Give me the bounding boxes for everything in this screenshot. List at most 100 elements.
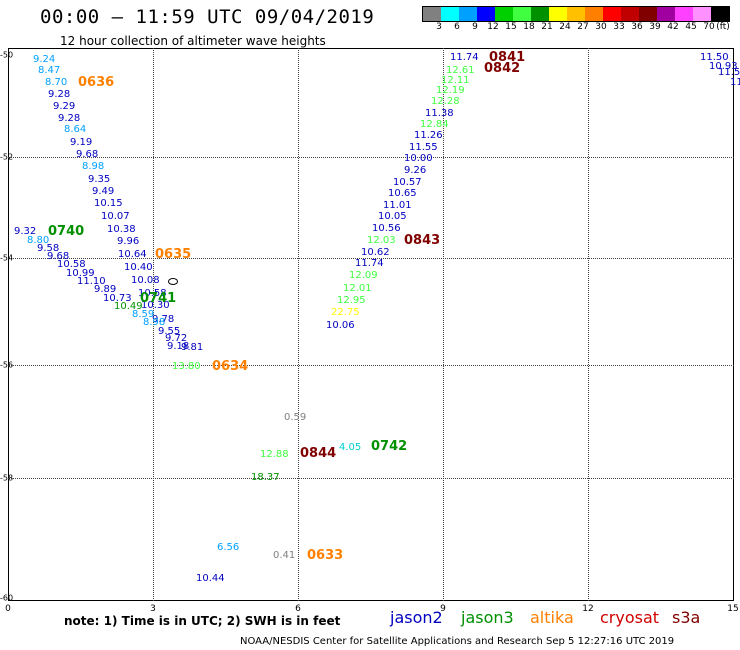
- x-axis-label: 9: [440, 604, 446, 614]
- y-axis-label: -60: [0, 593, 14, 603]
- wave-height-value: 8.80: [27, 235, 50, 246]
- colorbar-tick-label: 42: [667, 22, 679, 32]
- wave-height-value: 9.81: [181, 342, 204, 353]
- legend-item-cryosat: cryosat: [600, 608, 660, 627]
- pass-time-label: 0842: [484, 61, 521, 76]
- colorbar-swatch: [513, 7, 531, 21]
- colorbar-swatch: [495, 7, 513, 21]
- colorbar-tick-label: 15: [505, 22, 517, 32]
- colorbar-swatch: [549, 7, 567, 21]
- wave-height-value: 9.29: [53, 101, 76, 112]
- wave-height-value: 11.10: [77, 276, 106, 287]
- wave-height-value: 10.73: [103, 293, 132, 304]
- wave-height-value: 10.44: [196, 573, 225, 584]
- colorbar-ticks: 3 6 9 12 15 18 21 24 27 30 33 36 39 42 45 70 (ft): [422, 22, 734, 34]
- colorbar-swatch: [711, 7, 729, 21]
- wave-height-value: 9.32: [14, 226, 37, 237]
- wave-height-value: 0.59: [284, 412, 307, 423]
- grid-line-vertical: [443, 48, 444, 601]
- wave-height-value: 8.47: [38, 65, 61, 76]
- wave-height-value: 11.74: [355, 258, 384, 269]
- wave-height-value: 9.35: [88, 174, 111, 185]
- colorbar-swatch: [675, 7, 693, 21]
- y-axis-label: -50: [0, 50, 14, 60]
- wave-height-value: 9.18: [167, 341, 190, 352]
- pass-time-label: 0634: [212, 359, 249, 374]
- wave-height-value: 10.05: [378, 211, 407, 222]
- map-frame: [8, 48, 734, 601]
- colorbar-tick-label: 33: [613, 22, 625, 32]
- y-axis-label: -56: [0, 360, 14, 370]
- wave-height-value: 9.96: [117, 236, 140, 247]
- colorbar-tick-label: 30: [595, 22, 607, 32]
- grid-line-vertical: [153, 48, 154, 601]
- wave-height-value: 4.05: [339, 442, 362, 453]
- wave-height-value: 6.56: [217, 542, 240, 553]
- page-title: 00:00 – 11:59 UTC 09/04/2019: [40, 6, 375, 28]
- wave-height-value: 10.07: [101, 211, 130, 222]
- wave-height-value: 22.75: [331, 307, 360, 318]
- y-axis-label: -58: [0, 473, 14, 483]
- colorbar-swatch: [423, 7, 441, 21]
- x-axis-label: 12: [582, 604, 594, 614]
- y-axis-label: -52: [0, 152, 14, 162]
- wave-height-value: 11.01: [383, 200, 412, 211]
- wave-height-value: 10.62: [361, 247, 390, 258]
- legend-item-jason3: jason3: [461, 608, 514, 627]
- wave-height-value: 0.41: [273, 550, 296, 561]
- note-text: note: 1) Time is in UTC; 2) SWH is in fe…: [64, 614, 341, 628]
- wave-height-value: 11.38: [425, 108, 454, 119]
- wave-height-value: 9.19: [70, 137, 93, 148]
- colorbar-tick-label: 24: [559, 22, 571, 32]
- wave-height-value: 9.49: [92, 186, 115, 197]
- wave-height-value: 10.00: [404, 153, 433, 164]
- grid-line-horizontal: [8, 478, 734, 479]
- wave-height-value: 10.30: [141, 300, 170, 311]
- colorbar: [422, 6, 730, 22]
- colorbar-swatch: [567, 7, 585, 21]
- colorbar-swatch: [693, 7, 711, 21]
- wave-height-value: 9.28: [48, 89, 71, 100]
- pass-time-label: 0742: [371, 439, 408, 454]
- wave-height-value: 9.28: [58, 113, 81, 124]
- x-axis-label: 0: [5, 604, 11, 614]
- pass-time-label: 0741: [140, 291, 177, 306]
- wave-height-value: 8.98: [143, 317, 166, 328]
- colorbar-tick-label: 9: [472, 22, 478, 32]
- colorbar-tick-label: 3: [436, 22, 442, 32]
- colorbar-swatch: [531, 7, 549, 21]
- pass-time-label: 0635: [155, 247, 192, 262]
- wave-height-value: 10.40: [124, 262, 153, 273]
- colorbar-tick-label: 70: [703, 22, 715, 32]
- wave-height-value: 10.93: [709, 61, 738, 72]
- wave-height-value: 9.68: [47, 251, 70, 262]
- y-axis-label: -54: [0, 253, 14, 263]
- pass-time-label: 0636: [78, 75, 115, 90]
- colorbar-tick-label: (ft): [716, 22, 730, 32]
- wave-height-value: 10.15: [94, 198, 123, 209]
- wave-height-value: 9.72: [165, 333, 188, 344]
- wave-height-value: 10.57: [393, 177, 422, 188]
- colorbar-tick-label: 6: [454, 22, 460, 32]
- wave-height-value: 10.08: [131, 275, 160, 286]
- wave-height-value: 10.99: [66, 268, 95, 279]
- colorbar-tick-label: 36: [631, 22, 643, 32]
- wave-height-value: 8.64: [64, 124, 87, 135]
- colorbar-tick-label: 21: [541, 22, 553, 32]
- pass-time-label: 0843: [404, 233, 441, 248]
- x-axis-label: 3: [150, 604, 156, 614]
- legend-item-s3a: s3a: [672, 608, 701, 627]
- grid-line-horizontal: [8, 157, 734, 158]
- wave-height-value: 12.01: [343, 283, 372, 294]
- wave-height-value: 9.58: [37, 243, 60, 254]
- grid-line-vertical: [298, 48, 299, 601]
- colorbar-swatch: [657, 7, 675, 21]
- colorbar-tick-label: 27: [577, 22, 589, 32]
- colorbar-tick-label: 39: [649, 22, 661, 32]
- wave-height-value: 9.26: [404, 165, 427, 176]
- wave-height-value: 12.03: [367, 235, 396, 246]
- pass-time-label: 0841: [489, 50, 526, 65]
- wave-height-value: 11.50: [700, 52, 729, 63]
- colorbar-swatch: [477, 7, 495, 21]
- wave-height-value: 10.06: [326, 320, 355, 331]
